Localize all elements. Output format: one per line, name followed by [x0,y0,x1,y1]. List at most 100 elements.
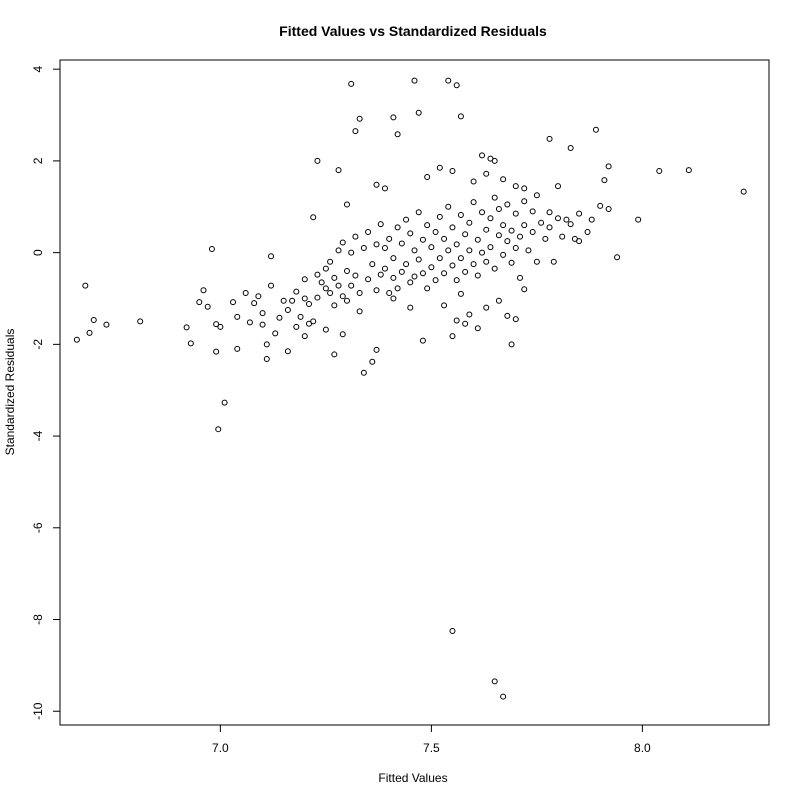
data-point [453,241,460,248]
data-point [217,323,224,330]
data-point [428,264,435,271]
data-point [259,310,266,317]
data-point [234,345,241,352]
data-point [685,167,692,174]
data-point [272,330,279,337]
data-point [483,258,490,265]
data-point [470,261,477,268]
chart-title: Fitted Values vs Standardized Residuals [279,23,547,39]
data-point [424,173,431,180]
plot-frame [59,59,770,726]
data-point [597,202,604,209]
data-point [533,192,540,199]
data-point [293,288,300,295]
data-point [284,348,291,355]
data-point [213,348,220,355]
x-axis: 7.0 7.5 8.0 [212,725,651,755]
data-point [508,259,515,266]
data-point [230,299,237,306]
data-point [390,114,397,121]
data-point [348,249,355,256]
data-point [322,285,329,292]
data-point [567,221,574,228]
data-point [474,272,481,279]
data-point [348,80,355,87]
data-point [390,295,397,302]
data-point [183,324,190,331]
data-point [221,399,228,406]
data-point [352,272,359,279]
data-point [466,311,473,318]
data-point [280,297,287,304]
data-point [327,289,334,296]
data-point [432,228,439,235]
data-point [487,215,494,222]
y-tick-label: -4 [31,430,45,441]
data-point [436,255,443,262]
data-point [297,313,304,320]
data-point [500,693,507,700]
x-tick-label: 7.0 [212,741,229,755]
data-point [559,233,566,240]
data-point [584,228,591,235]
data-point [504,238,511,245]
data-point [474,325,481,332]
data-point [327,258,334,265]
data-point [479,152,486,159]
data-point [495,297,502,304]
y-tick-label: 2 [31,157,45,164]
y-tick-label: 4 [31,66,45,73]
data-point [390,274,397,281]
data-point [348,282,355,289]
data-point [411,273,418,280]
data-point [445,203,452,210]
data-point [263,356,270,363]
data-point [576,210,583,217]
data-point [512,245,519,252]
data-point [356,308,363,315]
data-point [457,113,464,120]
data-point [293,323,300,330]
data-point [538,219,545,226]
data-point [457,212,464,219]
data-point [289,297,296,304]
data-point [263,341,270,348]
data-point [242,289,249,296]
data-point [343,267,350,274]
data-point [407,230,414,237]
data-point [567,145,574,152]
y-axis-label: Standardized Residuals [3,329,17,456]
data-point [533,258,540,265]
data-point [457,255,464,262]
data-point [614,254,621,261]
data-point [398,268,405,275]
data-point [521,222,528,229]
data-point [331,351,338,358]
data-point [500,222,507,229]
data-point [394,131,401,138]
data-point [512,316,519,323]
data-point [419,270,426,277]
data-point [234,313,241,320]
data-point [474,236,481,243]
data-point [436,213,443,220]
data-point [419,236,426,243]
data-point [483,226,490,233]
data-point [103,321,110,328]
data-point [457,290,464,297]
data-point [301,276,308,283]
data-point [360,245,367,252]
data-point [356,289,363,296]
data-point [360,369,367,376]
data-point [449,167,456,174]
data-point [137,318,144,325]
data-point [204,303,211,310]
data-point [394,285,401,292]
data-point [479,209,486,216]
data-point [365,276,372,283]
data-point [331,274,338,281]
data-point [318,279,325,286]
data-point [449,224,456,231]
data-point [554,215,561,222]
data-point [517,233,524,240]
